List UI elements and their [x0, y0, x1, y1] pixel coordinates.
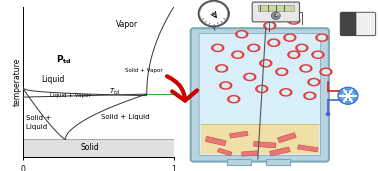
Polygon shape [306, 94, 313, 98]
Polygon shape [218, 66, 225, 71]
Polygon shape [228, 96, 240, 103]
Text: Liquid: Liquid [41, 75, 64, 84]
Polygon shape [308, 78, 320, 86]
Polygon shape [278, 70, 285, 74]
Y-axis label: temperature: temperature [12, 58, 21, 106]
Polygon shape [296, 44, 308, 51]
Circle shape [271, 12, 280, 19]
Circle shape [338, 87, 358, 104]
Polygon shape [236, 31, 248, 38]
FancyBboxPatch shape [340, 12, 376, 36]
Polygon shape [282, 90, 290, 95]
Bar [23, 139, 174, 157]
Polygon shape [290, 52, 297, 57]
Polygon shape [290, 18, 297, 23]
Polygon shape [288, 51, 300, 58]
Polygon shape [280, 89, 292, 96]
Circle shape [325, 112, 330, 116]
Bar [266, 159, 290, 165]
Polygon shape [212, 44, 224, 51]
Polygon shape [270, 41, 277, 45]
Polygon shape [304, 92, 316, 99]
Bar [242, 151, 258, 156]
Text: Liquid + Vapor: Liquid + Vapor [50, 93, 91, 98]
Polygon shape [284, 34, 296, 41]
Bar [217, 148, 232, 156]
Polygon shape [268, 39, 280, 46]
Bar [227, 159, 251, 165]
Bar [201, 124, 319, 154]
Polygon shape [300, 65, 312, 72]
Polygon shape [312, 51, 324, 58]
Polygon shape [244, 73, 256, 81]
Polygon shape [288, 17, 300, 24]
Polygon shape [302, 66, 310, 71]
Polygon shape [262, 61, 270, 65]
Text: Vapor: Vapor [116, 20, 139, 29]
FancyBboxPatch shape [252, 2, 299, 22]
FancyArrowPatch shape [167, 76, 197, 101]
Circle shape [198, 0, 229, 27]
Polygon shape [298, 46, 305, 50]
Polygon shape [322, 70, 330, 74]
Polygon shape [250, 46, 257, 50]
Polygon shape [216, 65, 228, 72]
Bar [229, 131, 248, 138]
Bar [258, 5, 294, 11]
Polygon shape [214, 46, 222, 50]
Polygon shape [264, 22, 276, 29]
Polygon shape [320, 68, 332, 75]
Polygon shape [318, 35, 325, 40]
Polygon shape [276, 68, 288, 75]
Polygon shape [316, 34, 328, 41]
Bar [277, 133, 296, 143]
Text: Solid + Liquid: Solid + Liquid [101, 114, 150, 120]
FancyBboxPatch shape [191, 28, 329, 162]
Bar [270, 147, 290, 156]
Text: Liquid: Liquid [26, 124, 49, 130]
Text: Solid: Solid [80, 143, 99, 152]
Polygon shape [220, 82, 232, 89]
Polygon shape [314, 52, 322, 57]
Polygon shape [238, 32, 245, 36]
Bar [297, 145, 318, 152]
Polygon shape [230, 97, 237, 101]
Polygon shape [286, 35, 293, 40]
Circle shape [212, 12, 215, 15]
Bar [254, 141, 276, 148]
Text: Solid +: Solid + [26, 115, 51, 121]
Text: Solid + Vapor: Solid + Vapor [125, 68, 163, 73]
Text: $T_{td}$: $T_{td}$ [109, 87, 120, 97]
Polygon shape [258, 87, 265, 91]
Polygon shape [232, 51, 244, 58]
Polygon shape [234, 52, 242, 57]
Circle shape [200, 2, 228, 26]
Polygon shape [248, 44, 260, 51]
Polygon shape [260, 60, 272, 67]
Circle shape [274, 14, 278, 18]
Polygon shape [256, 85, 268, 93]
Text: $\mathbf{P_{td}}$: $\mathbf{P_{td}}$ [56, 53, 72, 66]
Polygon shape [266, 23, 273, 28]
FancyBboxPatch shape [199, 34, 321, 156]
Polygon shape [310, 80, 318, 84]
Polygon shape [246, 75, 253, 79]
FancyBboxPatch shape [341, 13, 356, 35]
Polygon shape [222, 83, 229, 88]
Bar [205, 136, 226, 146]
